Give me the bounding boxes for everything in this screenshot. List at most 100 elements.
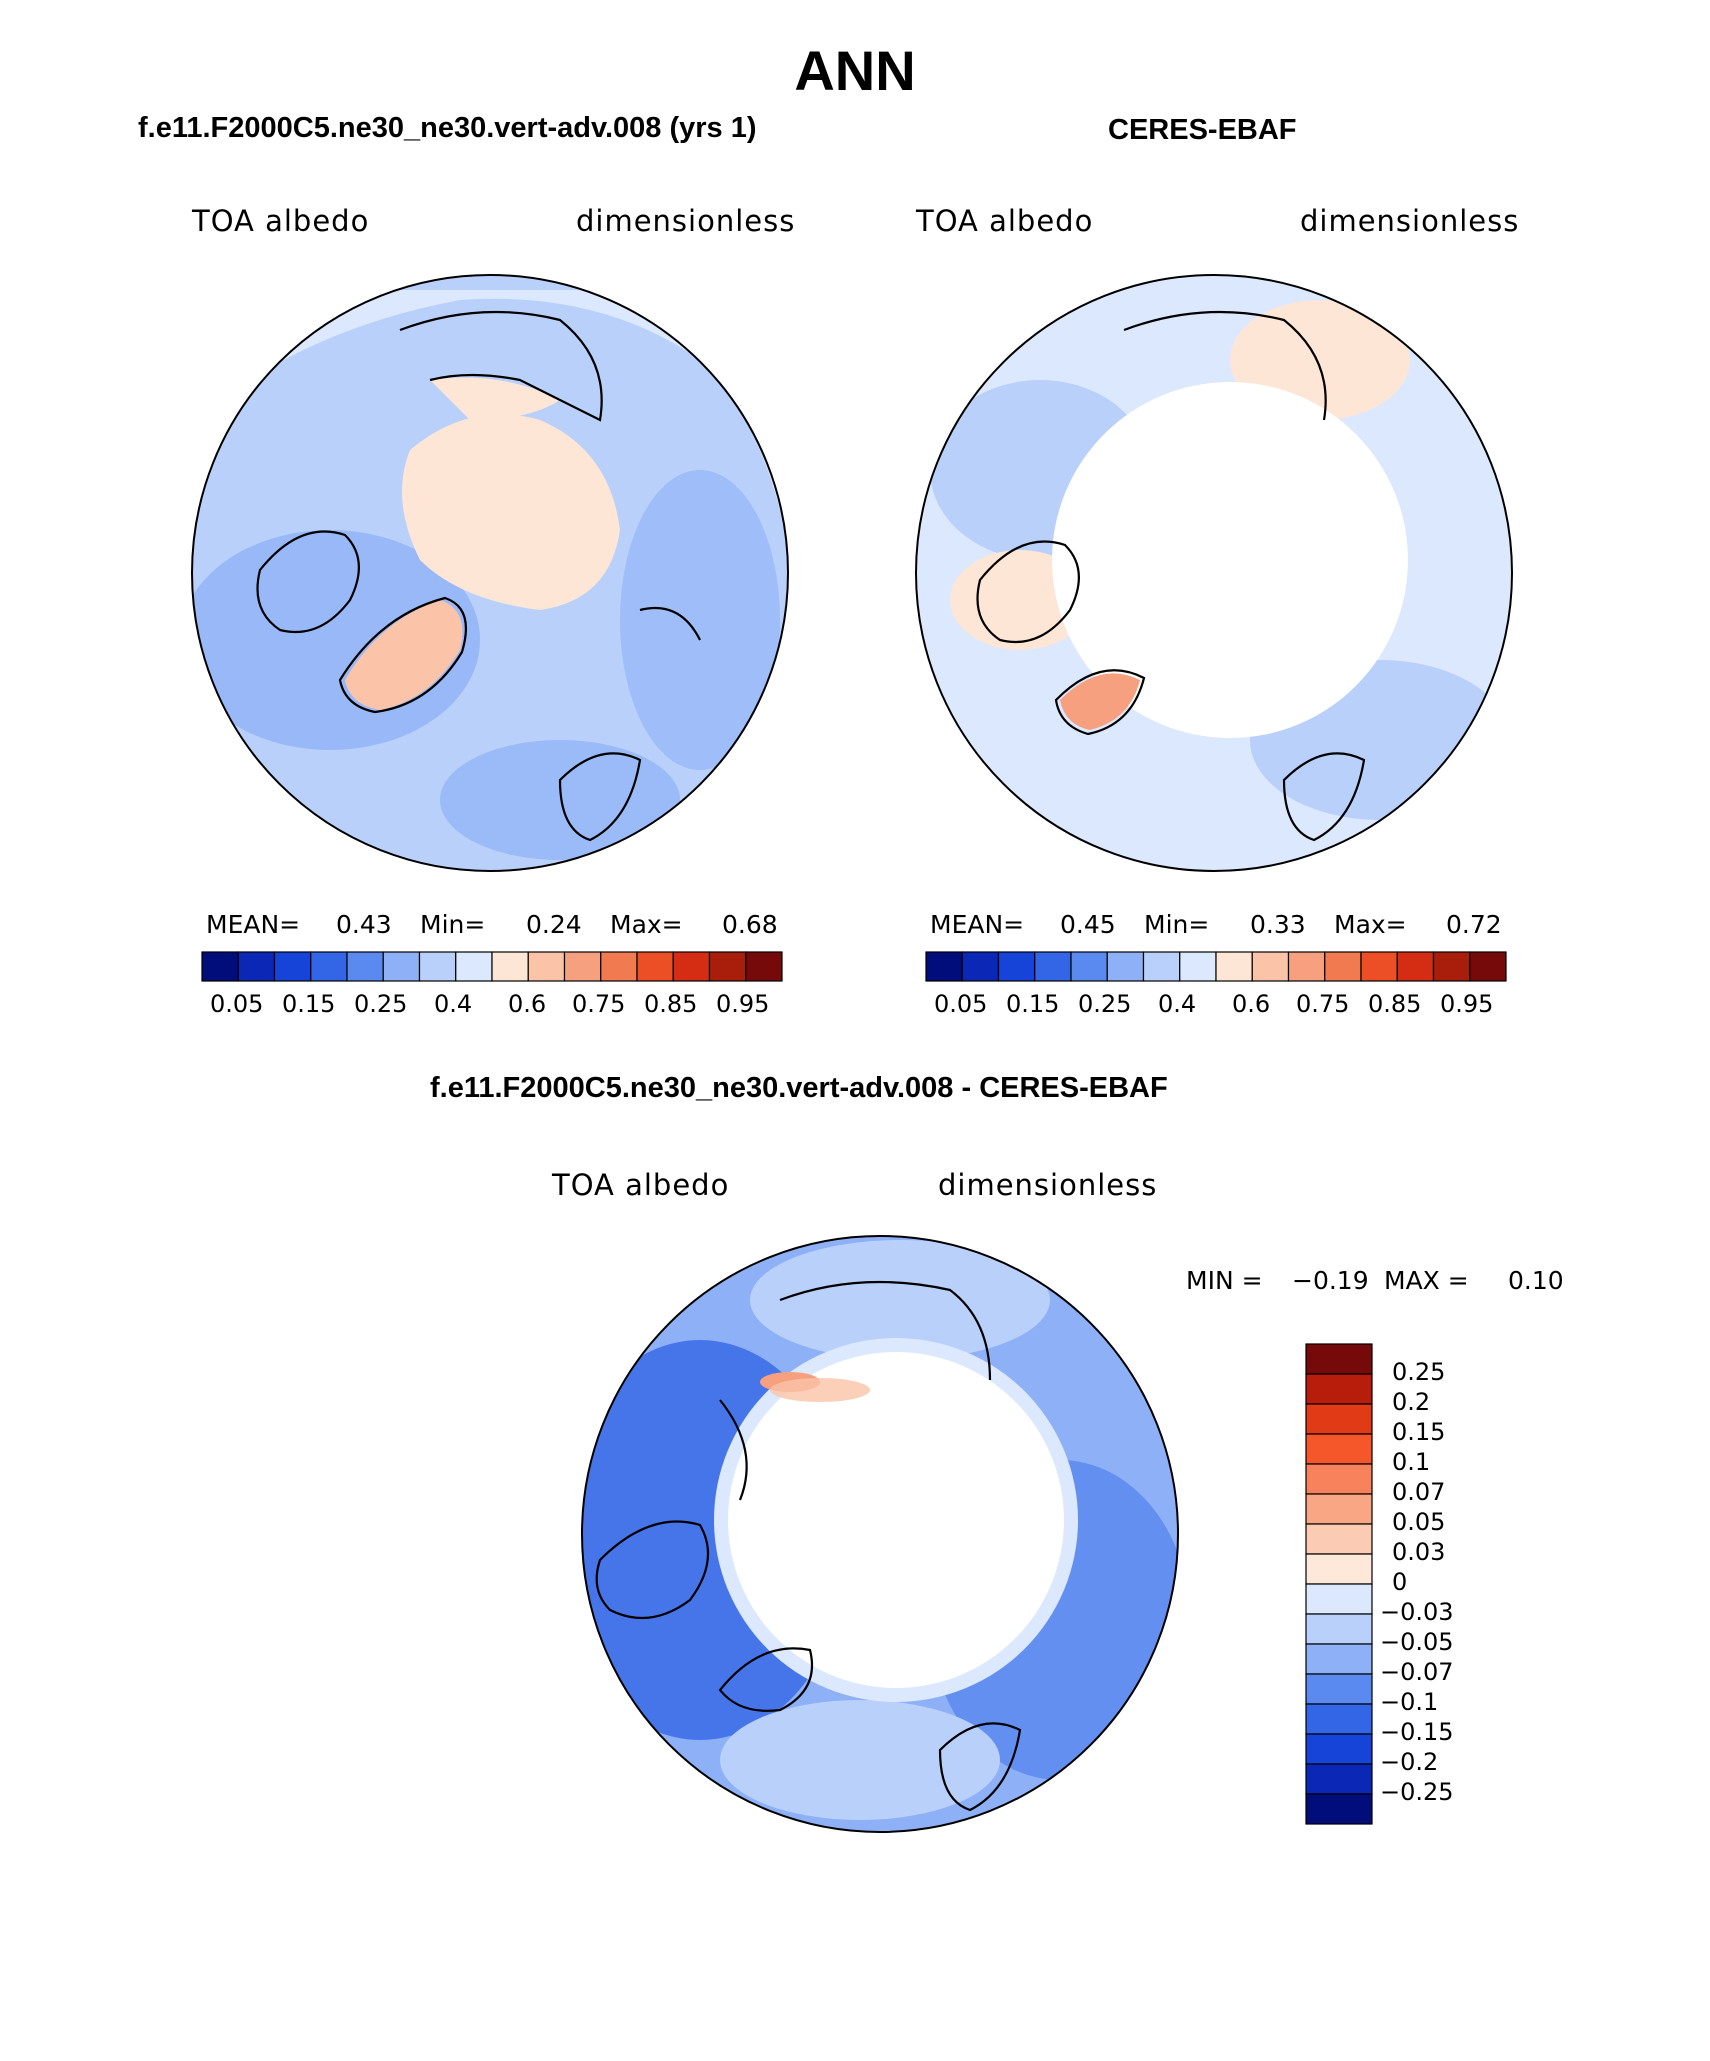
cb3-tick: 0.05 — [1392, 1508, 1446, 1536]
panel2-min-value: 0.33 — [1250, 910, 1306, 939]
colorbar-swatch — [1034, 951, 1072, 982]
colorbar-swatch — [1287, 951, 1326, 982]
colorbar-swatch — [961, 951, 1000, 982]
colorbar-swatch — [1305, 1553, 1373, 1585]
colorbar-swatch — [527, 951, 566, 982]
diff-border — [581, 1235, 1179, 1833]
diff-units-label: dimensionless — [938, 1168, 1158, 1202]
colorbar-swatch — [1305, 1463, 1373, 1495]
cb3-tick: −0.1 — [1380, 1688, 1439, 1716]
panel1-europe-low — [440, 740, 680, 860]
colorbar-swatch — [745, 951, 783, 982]
colorbar-swatch — [273, 951, 312, 982]
cb3-tick: −0.05 — [1380, 1628, 1454, 1656]
colorbar-swatch — [708, 951, 747, 982]
panel1-greenland — [345, 600, 463, 710]
colorbar-swatch — [418, 951, 457, 982]
colorbar-swatch — [997, 951, 1036, 982]
diff-min-value: −0.19 — [1292, 1266, 1369, 1295]
colorbar-swatch — [1305, 1493, 1373, 1525]
panel2-map — [916, 275, 1512, 871]
cb1-tick: 0.6 — [508, 990, 547, 1018]
panel2-units-label: dimensionless — [1300, 204, 1520, 238]
cb3-tick: −0.2 — [1380, 1748, 1439, 1776]
colorbar-swatch — [1432, 951, 1471, 982]
cb3-tick: −0.25 — [1380, 1778, 1454, 1806]
colorbar-swatch — [1305, 1523, 1373, 1555]
colorbar-swatch — [1360, 951, 1398, 982]
panel2-border — [915, 274, 1513, 872]
cb2-tick: 0.05 — [934, 990, 988, 1018]
colorbar-swatch — [1215, 951, 1253, 982]
main-title: ANN — [794, 39, 916, 102]
panel1-coastlines — [256, 310, 701, 842]
colorbar-swatch — [1305, 1703, 1373, 1735]
cb3-tick: −0.15 — [1380, 1718, 1454, 1746]
panel1-colorbar — [201, 951, 783, 982]
panel2-title: CERES-EBAF — [1108, 114, 1297, 146]
colorbar-swatch — [1469, 951, 1507, 982]
panel2-colorbar — [925, 951, 1507, 982]
cb2-tick: 0.75 — [1296, 990, 1350, 1018]
colorbar-swatch — [455, 951, 493, 982]
cb3-tick: 0 — [1392, 1568, 1408, 1596]
panel2-mean-value: 0.45 — [1060, 910, 1116, 939]
colorbar-swatch — [1106, 951, 1145, 982]
panel2-min-label: Min= — [1144, 910, 1210, 939]
colorbar-swatch — [1305, 1373, 1373, 1405]
colorbar-swatch — [1324, 951, 1362, 982]
diff-max-label: MAX = — [1384, 1266, 1469, 1295]
diff-map — [582, 1236, 1178, 1832]
colorbar-swatch — [672, 951, 711, 982]
diff-siberia-near-zero — [750, 1240, 1050, 1360]
colorbar-swatch — [346, 951, 384, 982]
panel1-title: f.e11.F2000C5.ne30_ne30.vert-adv.008 (yr… — [138, 112, 757, 144]
cb2-tick: 0.95 — [1440, 990, 1494, 1018]
panel2-mean-label: MEAN= — [930, 910, 1025, 939]
colorbar-swatch — [1179, 951, 1217, 982]
colorbar-swatch — [491, 951, 529, 982]
colorbar-swatch — [1305, 1613, 1373, 1645]
colorbar-swatch — [636, 951, 674, 982]
cb1-tick: 0.95 — [716, 990, 770, 1018]
colorbar-swatch — [1305, 1403, 1373, 1435]
panel2-max-value: 0.72 — [1446, 910, 1502, 939]
panel1-mean-value: 0.43 — [336, 910, 392, 939]
diff-min-label: MIN = — [1186, 1266, 1263, 1295]
cb1-tick: 0.75 — [572, 990, 626, 1018]
cb1-tick: 0.15 — [282, 990, 336, 1018]
cb3-tick: −0.03 — [1380, 1598, 1454, 1626]
cb3-tick: 0.15 — [1392, 1418, 1446, 1446]
colorbar-swatch — [1305, 1643, 1373, 1675]
panel2-coastlines — [976, 310, 1366, 842]
cb3-tick: 0.07 — [1392, 1478, 1446, 1506]
panel1-arctic-ice — [402, 414, 620, 610]
diff-colorbar — [1305, 1343, 1373, 1825]
panel1-max-value: 0.68 — [722, 910, 778, 939]
colorbar-swatch — [925, 951, 963, 982]
panel1-units-label: dimensionless — [576, 204, 796, 238]
panel1-variable-label: TOA albedo — [192, 204, 370, 238]
cb1-tick: 0.05 — [210, 990, 264, 1018]
panel2-greenland-high — [1060, 673, 1140, 730]
colorbar-swatch — [237, 951, 276, 982]
diff-title: f.e11.F2000C5.ne30_ne30.vert-adv.008 - C… — [430, 1072, 1168, 1104]
diff-variable-label: TOA albedo — [552, 1168, 730, 1202]
colorbar-swatch — [1142, 951, 1181, 982]
panel2-missing-data-cap — [1052, 382, 1408, 738]
cb2-tick: 0.25 — [1078, 990, 1132, 1018]
cb2-tick: 0.4 — [1158, 990, 1197, 1018]
cb2-tick: 0.6 — [1232, 990, 1271, 1018]
diff-missing-data-cap — [728, 1352, 1064, 1688]
colorbar-swatch — [1305, 1673, 1373, 1705]
diff-max-value: 0.10 — [1508, 1266, 1564, 1295]
colorbar-swatch — [1305, 1763, 1373, 1795]
cb2-tick: 0.85 — [1368, 990, 1422, 1018]
cb3-tick: 0.25 — [1392, 1358, 1446, 1386]
cb2-tick: 0.15 — [1006, 990, 1060, 1018]
panel1-min-value: 0.24 — [526, 910, 582, 939]
colorbar-swatch — [1305, 1583, 1373, 1615]
diff-europe-near-zero — [720, 1700, 1000, 1820]
colorbar-swatch — [201, 951, 239, 982]
